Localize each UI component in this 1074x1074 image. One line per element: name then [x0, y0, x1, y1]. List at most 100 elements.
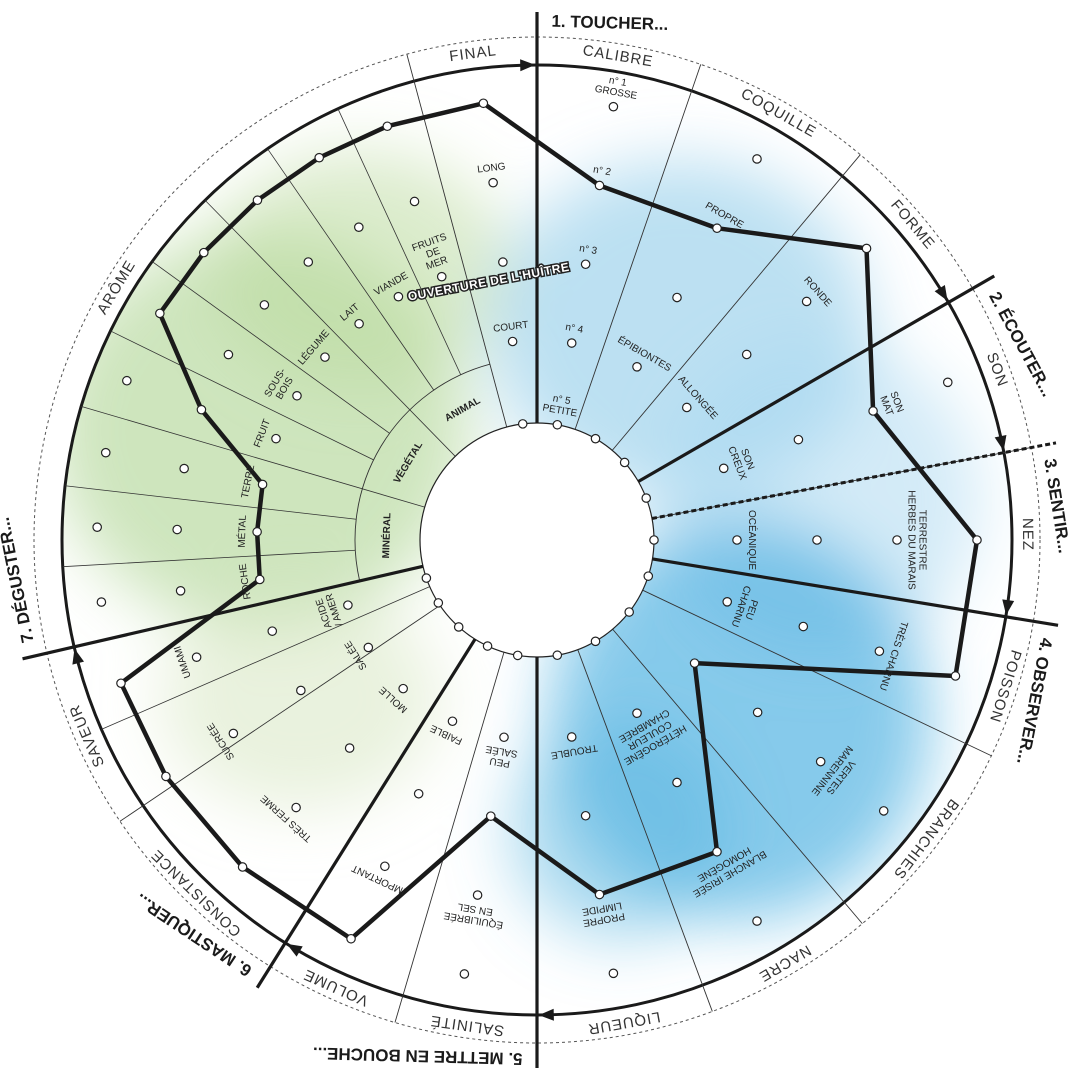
opening-line [651, 441, 1057, 520]
option-point [292, 390, 302, 401]
step-label: 7. DÉGUSTER... [0, 516, 38, 645]
option-point [354, 222, 364, 232]
option-point [619, 457, 630, 468]
option-point [566, 338, 577, 348]
option-point [343, 600, 353, 610]
step-label: 5. METTRE EN BOUCHE... [313, 1043, 523, 1068]
option-point [433, 598, 444, 608]
option-point [580, 259, 591, 270]
option-point [252, 195, 263, 206]
option-point [271, 433, 281, 444]
option-point [793, 434, 804, 445]
option-point [718, 463, 729, 474]
option-point [453, 622, 464, 632]
option-point [892, 535, 902, 545]
step-label: 1. TOUCHER... [551, 12, 668, 34]
option-point [681, 402, 692, 413]
option-point [632, 361, 642, 372]
option-point [175, 585, 186, 596]
option-point [421, 573, 432, 583]
group-label: MINÉRAL [379, 513, 393, 559]
option-point [594, 180, 605, 191]
option-point [447, 716, 458, 727]
option-point [482, 641, 493, 651]
sub-line [65, 485, 357, 520]
option-point [632, 708, 642, 719]
option-point [672, 777, 682, 788]
option-point [296, 685, 306, 696]
option-point [580, 810, 591, 821]
option-point [155, 308, 165, 319]
option-point [874, 646, 885, 657]
option-label: FAIBLE [428, 722, 464, 746]
criterion-label: NEZ [1019, 518, 1036, 551]
option-point [712, 223, 722, 234]
option-label: PEUSALÉE [483, 743, 519, 770]
criterion-label: FINAL [448, 42, 497, 65]
option-label: IMPORTANT [350, 862, 407, 896]
step-label: 3. SENTIR... [1040, 457, 1074, 554]
option-label: TERRESTREHERBES DU MARAIS [906, 490, 928, 590]
option-point [552, 419, 563, 430]
criterion-label: SAVEUR [66, 702, 108, 770]
option-point [950, 671, 961, 681]
option-point [354, 318, 364, 329]
option-point [346, 933, 356, 944]
option-point [291, 802, 301, 813]
option-point [552, 650, 563, 661]
sector-line [394, 652, 505, 1023]
option-label: OCÉANIQUE [746, 510, 759, 570]
option-point [96, 597, 107, 607]
option-point [752, 916, 762, 926]
option-point [436, 271, 447, 282]
option-point [344, 743, 355, 753]
option-point [472, 890, 483, 900]
option-point [320, 352, 330, 362]
option-label: LONG [477, 161, 507, 175]
option-point [672, 292, 682, 303]
option-point [517, 419, 528, 429]
sector-line [611, 154, 861, 451]
step-line [652, 557, 1059, 627]
criterion-label: CALIBRE [581, 42, 654, 71]
option-point [608, 968, 619, 979]
option-label: MÉTAL [235, 514, 249, 547]
sector-line [574, 64, 702, 430]
step-line [255, 638, 477, 989]
option-point [459, 969, 470, 979]
option-point [878, 806, 889, 816]
option-point [643, 571, 654, 581]
option-point [752, 707, 763, 718]
option-point [363, 642, 374, 653]
watercolor [62, 150, 980, 940]
option-point [237, 862, 248, 872]
option-point [259, 300, 270, 310]
step-arrow [520, 59, 536, 72]
option-point [641, 493, 652, 503]
option-point [191, 652, 202, 663]
option-label: n° 3 [578, 243, 598, 257]
option-point [566, 732, 577, 742]
option-point [303, 257, 314, 267]
option-point [801, 296, 812, 307]
option-point [228, 728, 239, 739]
step-arrow [994, 434, 1007, 451]
option-point [488, 177, 498, 188]
step-arrow [1002, 599, 1015, 616]
step-arrow [934, 284, 948, 301]
option-point [382, 121, 393, 132]
sub-line [101, 586, 430, 730]
option-point [255, 574, 265, 585]
option-point [590, 433, 601, 444]
option-point [179, 463, 189, 474]
sector-line [612, 628, 863, 924]
criterion-label: VOLUME [301, 965, 371, 1009]
option-point [712, 846, 722, 857]
hub [419, 422, 655, 658]
option-point [594, 889, 605, 900]
option-point [267, 626, 278, 636]
step-arrow [72, 648, 85, 665]
option-point [380, 861, 390, 872]
option-point [122, 375, 132, 386]
